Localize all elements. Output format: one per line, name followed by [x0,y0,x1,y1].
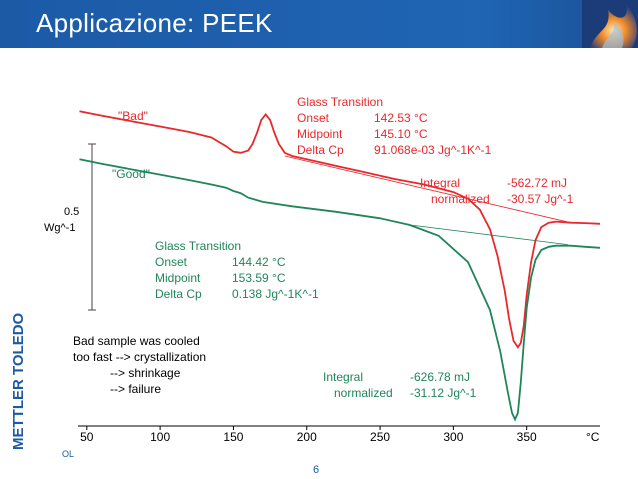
note-line: too fast --> crystallization [73,350,206,364]
bad-gt-onset-value: 142.53 °C [374,111,428,125]
scale-bar [88,143,96,311]
x-axis-ticks: 50 100 150 200 250 300 350 [80,426,537,444]
slide-header: Applicazione: PEEK [0,0,638,48]
good-series-baseline [409,224,568,245]
bad-integral-value: -562.72 mJ [507,176,567,190]
good-gt-onset-label: Onset [155,255,188,269]
good-gt-deltacp-value: 0.138 Jg^-1K^-1 [232,287,319,301]
good-gt-midpoint-value: 153.59 °C [232,271,286,285]
page-number: 6 [313,464,320,476]
good-integral-label: Integral [323,370,363,384]
note-line: Bad sample was cooled [73,334,200,348]
mettler-toledo-logo: METTLER TOLEDO [2,312,30,452]
good-integral-value: -626.78 mJ [410,370,470,384]
good-gt-title: Glass Transition [155,239,241,253]
bad-glass-transition-annotation: Glass Transition Onset 142.53 °C Midpoin… [297,95,492,157]
brand-text: METTLER TOLEDO [10,312,27,450]
bad-gt-midpoint-label: Midpoint [297,127,343,141]
scale-bar-value: 0.5 [64,206,79,218]
x-tick-label: 150 [223,430,243,444]
footer-left-text: OL [62,449,75,459]
good-series-label: "Good" [112,167,150,181]
x-axis-unit-label: °C [586,430,600,444]
good-series-line [79,158,601,422]
good-glass-transition-annotation: Glass Transition Onset 144.42 °C Midpoin… [155,239,319,301]
good-normalized-value: -31.12 Jg^-1 [410,386,477,400]
note-line: --> failure [110,382,161,396]
bad-integral-annotation: Integral -562.72 mJ normalized -30.57 Jg… [420,176,574,206]
flame-image [582,0,638,48]
x-tick-label: 300 [443,430,463,444]
bad-series-baseline [284,155,571,224]
good-gt-onset-value: 144.42 °C [232,255,286,269]
x-tick-label: 100 [150,430,170,444]
bad-normalized-value: -30.57 Jg^-1 [507,192,574,206]
x-tick-label: 200 [297,430,317,444]
bad-series-label: "Bad" [118,109,148,123]
bad-gt-deltacp-label: Delta Cp [297,143,344,157]
bad-gt-midpoint-value: 145.10 °C [374,127,428,141]
bad-gt-title: Glass Transition [297,95,383,109]
good-gt-deltacp-label: Delta Cp [155,287,202,301]
bad-gt-deltacp-value: 91.068e-03 Jg^-1K^-1 [374,143,492,157]
good-gt-midpoint-label: Midpoint [155,271,201,285]
slide-title: Applicazione: PEEK [36,8,273,38]
scale-bar-unit: Wg^-1 [44,222,75,234]
good-integral-annotation: Integral -626.78 mJ normalized -31.12 Jg… [323,370,477,400]
cooling-note: Bad sample was cooled too fast --> cryst… [73,334,206,396]
bad-integral-label: Integral [420,176,460,190]
bad-gt-onset-label: Onset [297,111,330,125]
x-tick-label: 250 [370,430,390,444]
bad-normalized-label: normalized [431,192,490,206]
x-tick-label: 50 [80,430,94,444]
x-tick-label: 350 [517,430,537,444]
bad-series-line [79,110,601,349]
good-normalized-label: normalized [334,386,393,400]
note-line: --> shrinkage [110,366,181,380]
